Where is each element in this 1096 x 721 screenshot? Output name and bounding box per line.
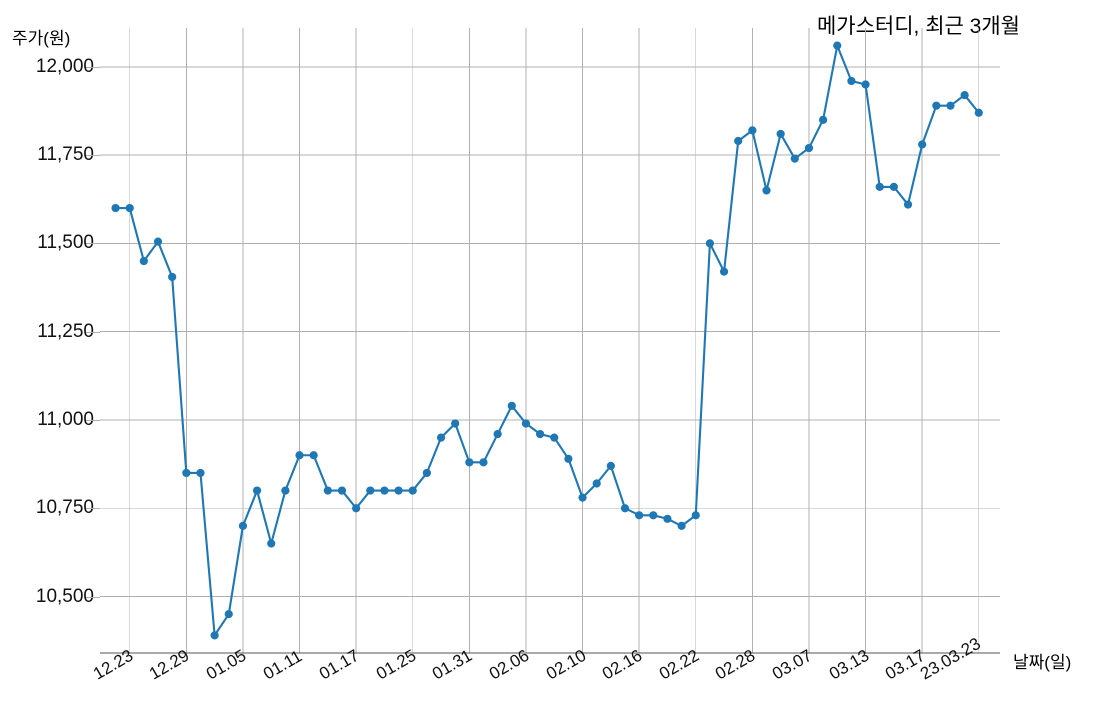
price-data-point [847,76,856,86]
chart-title: 메가스터디, 최근 3개월 [816,15,1020,38]
price-data-point [790,154,799,163]
y-tick-mark [86,331,100,333]
price-data-point [224,610,233,619]
y-tick-mark [86,243,100,245]
price-data-point [451,419,460,428]
price-data-point [168,272,177,282]
y-tick-mark [86,508,100,510]
price-data-point [620,504,630,513]
price-data-point [252,486,262,495]
y-tick-label: 11,250 [37,320,94,342]
price-data-point [804,143,814,153]
price-data-point [182,468,191,478]
price-data-point [748,126,757,135]
price-data-point [337,486,347,495]
price-data-point [734,136,743,146]
price-data-point [366,486,375,495]
price-data-point [889,182,898,191]
price-data-point [635,511,644,520]
price-line-series [114,44,980,637]
y-tick-label: 11,000 [37,408,94,430]
price-data-point [238,521,248,530]
price-data-point [564,454,573,463]
price-data-point [578,493,587,502]
price-marker-group [111,41,983,640]
price-data-point [139,256,148,266]
y-tick-mark [86,155,100,157]
price-data-point [550,433,559,442]
vertical-gridlines [129,28,980,653]
price-data-point [521,419,531,428]
price-data-point [507,401,516,410]
price-data-point [380,486,389,495]
price-data-point [436,433,446,442]
price-data-point [677,521,686,530]
y-tick-mark [86,66,100,68]
price-data-point [267,539,276,548]
price-data-point [479,458,488,467]
price-data-point [705,239,715,248]
price-data-point [210,631,219,640]
price-data-point [309,451,318,460]
y-tick-label: 12,000 [35,55,94,77]
y-tick-label: 11,750 [37,144,94,166]
y-tick-mark [86,419,100,421]
y-tick-label: 11,500 [37,232,94,254]
price-data-point [875,182,884,191]
price-data-point [918,140,927,149]
price-data-point [153,237,163,246]
x-axis-label: 날짜(일) [1013,653,1072,672]
y-tick-label: 10,750 [35,497,94,519]
price-data-point [946,101,955,110]
price-data-point [861,80,870,89]
price-data-point [932,101,941,110]
price-data-point [408,486,417,495]
price-data-point [663,514,672,523]
price-data-point [493,429,502,439]
price-data-point [974,108,983,117]
price-data-point [111,203,120,213]
price-data-point [691,511,700,520]
price-data-point [465,458,474,467]
horizontal-gridlines [100,66,1000,597]
price-data-point [606,461,615,470]
price-data-point [295,451,304,460]
plot-area [100,28,1000,654]
y-axis-label: 주가(원) [12,29,71,48]
price-data-point [535,429,545,439]
price-data-point [649,511,658,520]
y-tick-label: 10,500 [35,585,94,607]
price-data-point [903,200,913,209]
y-tick-mark [86,596,100,598]
price-data-point [422,468,431,478]
price-data-point [323,486,332,495]
price-data-point [819,115,828,124]
price-data-point [776,129,785,139]
price-data-point [394,486,403,495]
price-data-point [352,504,361,513]
price-data-point [125,203,134,213]
price-data-point [281,486,290,495]
price-data-point [592,479,601,488]
price-data-point [719,267,729,276]
price-data-point [196,468,205,478]
price-data-point [960,90,969,100]
price-data-point [833,41,842,50]
price-data-point [762,186,771,195]
plot-svg [100,28,1000,654]
